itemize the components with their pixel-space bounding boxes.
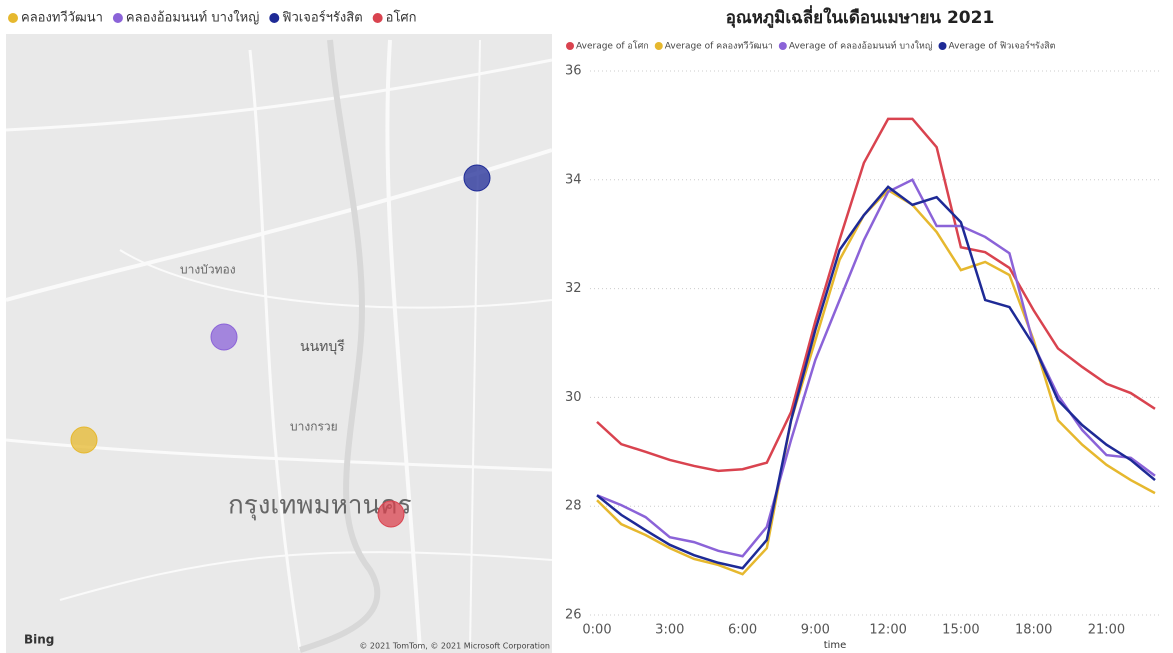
series-line — [596, 178, 1156, 558]
legend-label: ฟิวเจอร์ฯรังสิต — [282, 10, 363, 26]
place-label: นนทบุรี — [300, 339, 345, 355]
legend-swatch — [372, 13, 383, 23]
map-roads — [5, 39, 553, 651]
chart-title: อุณหภูมิเฉลี่ยในเดือนเมษายน 2021 — [726, 5, 995, 29]
x-tick-label: 3:00 — [655, 623, 684, 638]
place-label: บางกรวย — [290, 420, 338, 434]
x-tick-label: 15:00 — [942, 623, 979, 638]
legend-label: คลองอ้อมนนท์ บางใหญ่ — [126, 10, 259, 26]
legend-label: Average of อโศก — [576, 41, 649, 52]
legend-swatch — [112, 13, 123, 23]
x-tick-label: 9:00 — [801, 623, 830, 638]
y-tick-label: 32 — [565, 281, 582, 296]
legend-swatch — [938, 42, 947, 50]
place-label: บางบัวทอง — [180, 263, 236, 277]
map-bubble — [70, 426, 98, 454]
legend-label: Average of คลองทวีวัฒนา — [665, 41, 773, 52]
legend-swatch — [8, 13, 18, 23]
map-attribution: © 2021 TomTom, © 2021 Microsoft Corporat… — [359, 642, 550, 651]
legend-swatch — [269, 13, 280, 23]
river — [299, 39, 381, 653]
y-tick-label: 26 — [565, 608, 582, 623]
x-tick-label: 21:00 — [1088, 623, 1125, 638]
x-tick-label: 6:00 — [728, 623, 757, 638]
x-axis-label: time — [824, 640, 847, 651]
x-tick-label: 0:00 — [582, 623, 611, 638]
map-bubble — [377, 500, 405, 528]
legend-swatch — [778, 42, 787, 50]
series-line — [596, 188, 1156, 576]
y-tick-label: 36 — [565, 64, 582, 79]
legend-swatch — [654, 42, 663, 50]
y-tick-label: 28 — [565, 499, 582, 514]
legend-label: อโศก — [386, 10, 417, 26]
legend-label: Average of คลองอ้อมนนท์ บางใหญ่ — [789, 40, 933, 52]
x-tick-label: 12:00 — [869, 623, 906, 638]
legend-label: Average of ฟิวเจอร์ฯรังสิต — [949, 40, 1056, 52]
map-bubble — [463, 164, 491, 192]
series-line — [596, 117, 1156, 473]
y-tick-label: 34 — [565, 172, 582, 187]
legend-swatch — [566, 42, 574, 50]
y-tick-label: 30 — [565, 390, 582, 405]
series-line — [596, 185, 1156, 570]
legend-label: คลองทวีวัฒนา — [21, 10, 103, 26]
map-bubble — [210, 323, 238, 351]
map-logo: Bing — [24, 633, 54, 647]
map-background — [6, 34, 552, 653]
x-tick-label: 18:00 — [1015, 623, 1052, 638]
